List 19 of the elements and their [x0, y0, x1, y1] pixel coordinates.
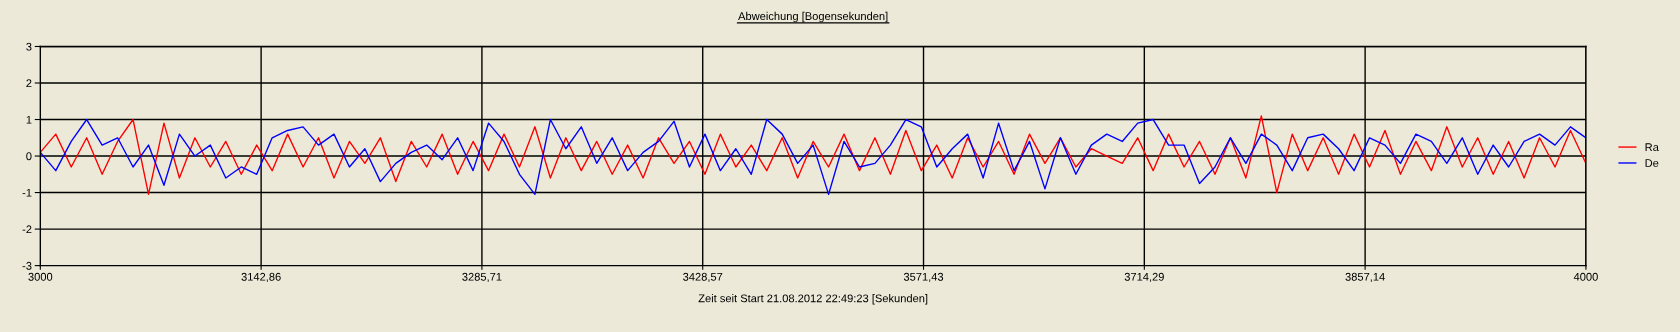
y-tick-label: -1	[22, 188, 32, 197]
x-tick-label: 3285,71	[462, 272, 502, 283]
y-tick-label: -3	[22, 261, 32, 270]
y-tick-label: -2	[22, 225, 32, 234]
y-tick-label: 0	[26, 152, 32, 161]
x-tick-label: 3714,29	[1124, 272, 1164, 283]
legend-label: De	[1645, 159, 1659, 167]
x-tick-label: 4000	[1573, 272, 1598, 281]
chart-title: Abweichung [Bogensekunden]	[738, 11, 888, 23]
x-tick-label: 3142,86	[241, 272, 281, 283]
x-tick-label: 3857,14	[1345, 272, 1385, 283]
y-tick-label: 2	[26, 79, 32, 88]
y-tick-label: 3	[26, 42, 32, 51]
x-tick-label: 3000	[28, 272, 53, 281]
y-tick-label: 1	[26, 115, 32, 124]
x-tick-label: 3571,43	[903, 272, 944, 283]
x-axis-title: Zeit seit Start 21.08.2012 22:49:23 [Sekunden]	[698, 294, 928, 305]
legend-label: Ra	[1645, 143, 1659, 152]
x-tick-label: 3428,57	[683, 272, 723, 283]
